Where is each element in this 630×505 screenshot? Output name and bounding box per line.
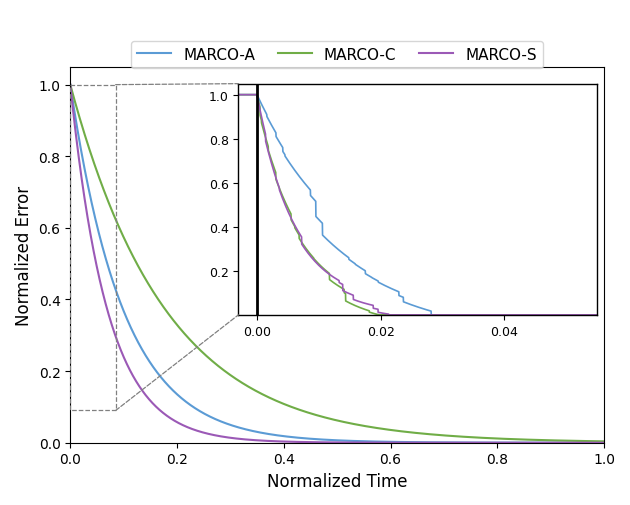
MARCO-S — [67, 82, 74, 88]
MARCO-C — [294, 407, 302, 413]
MARCO-A — [127, 326, 135, 332]
MARCO-S — [271, 438, 278, 444]
MARCO-S — [532, 440, 540, 446]
MARCO-C — [67, 82, 74, 88]
X-axis label: Normalized Time: Normalized Time — [267, 472, 408, 490]
MARCO-C — [600, 438, 608, 444]
MARCO-A — [600, 440, 608, 446]
Line: MARCO-S: MARCO-S — [71, 85, 604, 443]
Line: MARCO-A: MARCO-A — [71, 85, 604, 443]
MARCO-S — [600, 440, 608, 446]
MARCO-A — [159, 377, 166, 383]
MARCO-C — [590, 438, 597, 444]
MARCO-S — [590, 440, 597, 446]
MARCO-S — [159, 410, 166, 416]
Line: MARCO-C: MARCO-C — [71, 85, 604, 441]
MARCO-C — [532, 437, 540, 443]
MARCO-C — [127, 250, 135, 256]
Legend: MARCO-A, MARCO-C, MARCO-S: MARCO-A, MARCO-C, MARCO-S — [132, 41, 543, 69]
MARCO-S — [127, 370, 135, 376]
MARCO-A — [294, 435, 302, 441]
MARCO-A — [590, 440, 597, 446]
MARCO-A — [271, 432, 278, 438]
MARCO-A — [67, 82, 74, 88]
MARCO-C — [159, 304, 166, 310]
MARCO-C — [271, 397, 278, 403]
Y-axis label: Normalized Error: Normalized Error — [15, 185, 33, 325]
MARCO-S — [294, 439, 302, 445]
MARCO-A — [532, 440, 540, 446]
